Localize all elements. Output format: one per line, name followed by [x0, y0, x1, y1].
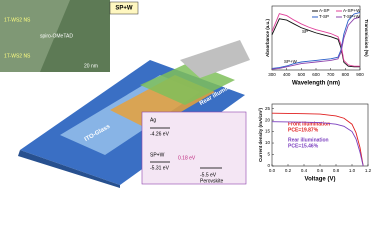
series-line — [271, 121, 364, 167]
series-line — [271, 16, 361, 70]
x-tick-label: 700 — [327, 72, 335, 77]
energy-label: -4.26 eV — [150, 131, 170, 137]
x-tick-label: 0.8 — [333, 168, 340, 173]
energy-label: 0.18 eV — [178, 155, 196, 161]
scale-label: 20 nm — [84, 63, 98, 69]
y-axis-title: Absorbance (a.u.) — [265, 19, 270, 58]
annotation: PCE=19.87% — [288, 127, 319, 133]
energy-diagram — [141, 111, 247, 185]
series-line — [271, 18, 360, 68]
series-line — [271, 112, 364, 167]
y-tick-label: 15 — [265, 129, 271, 134]
y-tick-label: 25 — [265, 106, 271, 111]
micrograph-label: 1T-WS2 NS — [4, 17, 31, 23]
x-tick-label: 400 — [283, 72, 291, 77]
y-tick-label: 0 — [267, 163, 270, 168]
x-tick-label: 0.6 — [317, 168, 324, 173]
x-tick-label: 0.0 — [269, 168, 276, 173]
y-tick-label: 5 — [267, 152, 270, 157]
y-tick-label: 10 — [265, 140, 271, 145]
annotation: SP — [302, 29, 308, 34]
stack-edge — [18, 150, 120, 188]
x-tick-label: 1.0 — [349, 168, 356, 173]
x-tick-label: 1.2 — [365, 168, 372, 173]
y-tick-label: 20 — [265, 117, 271, 122]
energy-label: Ag — [150, 117, 156, 123]
x-tick-label: 0.2 — [285, 168, 292, 173]
x-tick-label: 300 — [268, 72, 276, 77]
x-tick-label: 600 — [312, 72, 320, 77]
x-tick-label: 500 — [298, 72, 306, 77]
x-tick-label: 800 — [342, 72, 350, 77]
x-tick-label: 900 — [356, 72, 364, 77]
energy-label: Perovskite — [200, 178, 224, 184]
legend-label: Rear illumination — [288, 137, 329, 143]
micrograph-label: 1T-WS2 NS — [4, 53, 31, 59]
badge — [109, 1, 139, 15]
illustration: spiro-OMeTAD 1T-WS2 NS 1T-WS2 NS 20 nm S… — [0, 0, 250, 188]
annotation: PCE=15.46% — [288, 143, 319, 149]
micrograph-region — [0, 0, 70, 72]
legend-label: T-SP+W — [343, 14, 361, 19]
energy-label: -5.5 eV — [200, 172, 217, 178]
x-axis-title: Voltage (V) — [305, 177, 336, 183]
legend-label: Front illumination — [288, 121, 330, 127]
legend-label: A-SP — [319, 8, 330, 13]
y-axis-title: Current density (mA/cm²) — [258, 107, 263, 162]
series-line — [271, 13, 360, 67]
ag-electrode — [180, 40, 250, 78]
legend-label: T-SP — [319, 14, 329, 19]
x-tick-label: 0.4 — [301, 168, 308, 173]
graphical-abstract: spiro-OMeTAD 1T-WS2 NS 1T-WS2 NS 20 nm S… — [0, 0, 372, 188]
y2-axis-title: Transmission (%) — [364, 19, 369, 57]
series-line — [271, 11, 361, 69]
legend-label: A-SP+W — [343, 8, 361, 13]
badge-label: SP+W — [115, 6, 133, 12]
annotation: SP+W — [284, 59, 298, 64]
x-axis-title: Wavelength (nm) — [292, 81, 340, 87]
energy-label: -5.31 eV — [150, 165, 170, 171]
micrograph-label: spiro-OMeTAD — [40, 33, 73, 39]
energy-label: SP+W — [150, 152, 165, 158]
